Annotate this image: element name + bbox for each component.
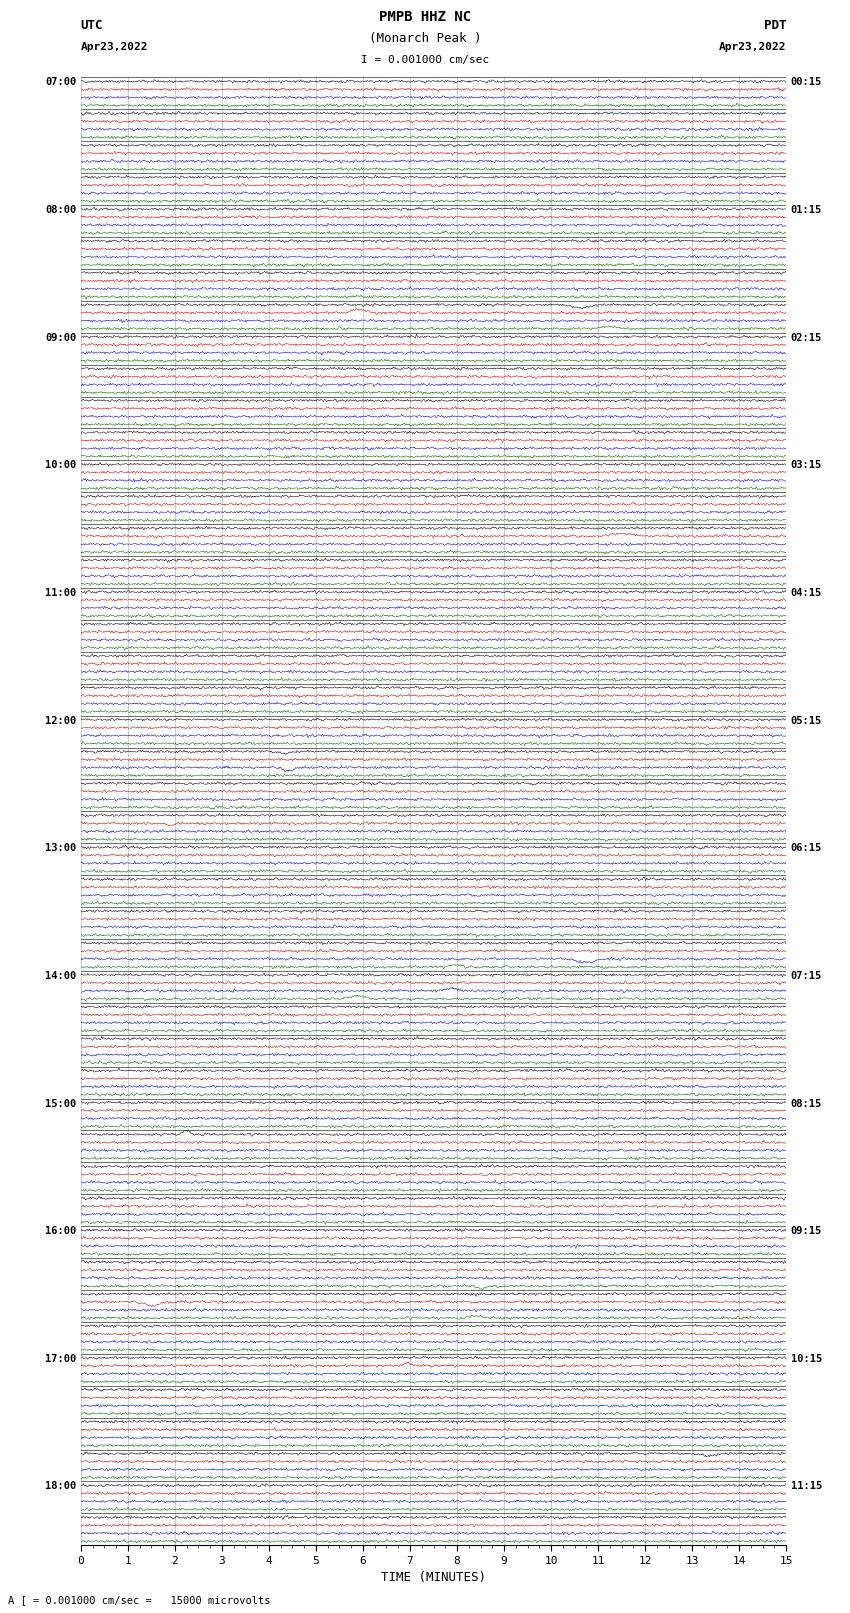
Text: 11:15: 11:15 [790,1481,822,1492]
Text: 12:00: 12:00 [45,716,76,726]
Text: 03:15: 03:15 [790,460,822,471]
Text: 11:00: 11:00 [45,589,76,598]
Text: A [ = 0.001000 cm/sec =   15000 microvolts: A [ = 0.001000 cm/sec = 15000 microvolts [8,1595,271,1605]
Text: PMPB HHZ NC: PMPB HHZ NC [379,10,471,24]
Text: 01:15: 01:15 [790,205,822,215]
Text: 06:15: 06:15 [790,844,822,853]
Text: 04:15: 04:15 [790,589,822,598]
Text: 02:15: 02:15 [790,332,822,342]
Text: UTC: UTC [81,19,103,32]
Text: 13:00: 13:00 [45,844,76,853]
Text: 00:15: 00:15 [790,77,822,87]
Text: 16:00: 16:00 [45,1226,76,1236]
Text: (Monarch Peak ): (Monarch Peak ) [369,32,481,45]
Text: 07:15: 07:15 [790,971,822,981]
Text: I = 0.001000 cm/sec: I = 0.001000 cm/sec [361,55,489,65]
X-axis label: TIME (MINUTES): TIME (MINUTES) [381,1571,486,1584]
Text: 10:00: 10:00 [45,460,76,471]
Text: 15:00: 15:00 [45,1098,76,1108]
Text: 08:00: 08:00 [45,205,76,215]
Text: 09:15: 09:15 [790,1226,822,1236]
Text: 09:00: 09:00 [45,332,76,342]
Text: 10:15: 10:15 [790,1353,822,1365]
Text: 05:15: 05:15 [790,716,822,726]
Text: Apr23,2022: Apr23,2022 [81,42,148,52]
Text: 14:00: 14:00 [45,971,76,981]
Text: 08:15: 08:15 [790,1098,822,1108]
Text: Apr23,2022: Apr23,2022 [719,42,786,52]
Text: 17:00: 17:00 [45,1353,76,1365]
Text: 18:00: 18:00 [45,1481,76,1492]
Text: PDT: PDT [764,19,786,32]
Text: 07:00: 07:00 [45,77,76,87]
